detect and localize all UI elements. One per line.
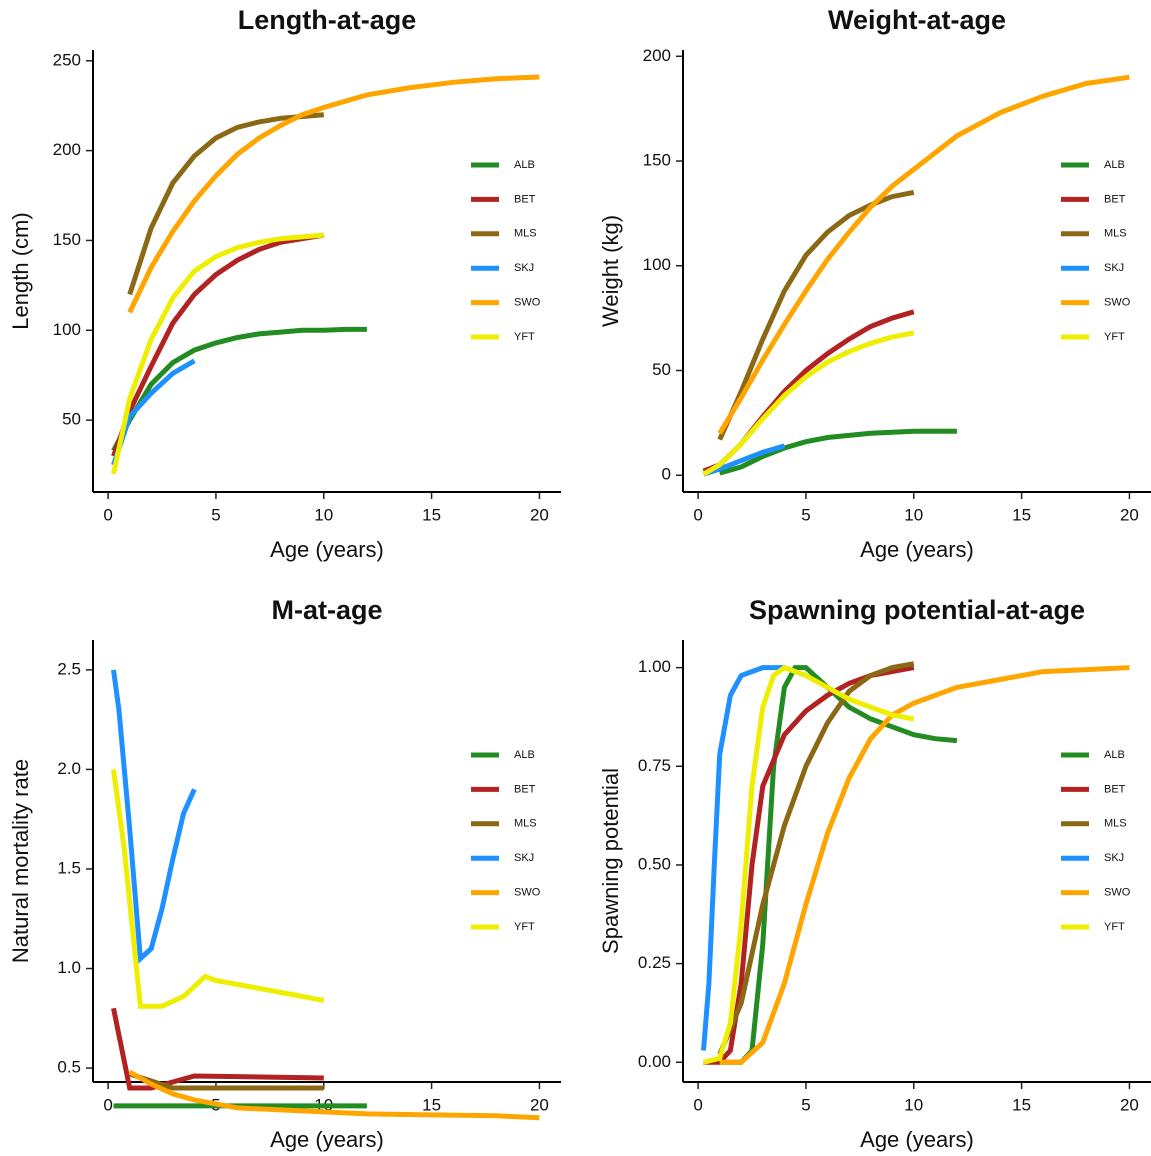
series-line <box>128 1069 540 1121</box>
series-line <box>111 669 197 964</box>
x-tick-label: 0 <box>693 505 702 524</box>
x-tick-label: 10 <box>904 505 923 524</box>
legend-label: MLS <box>1104 228 1127 240</box>
series-line <box>111 232 325 457</box>
y-axis-label: Length (cm) <box>8 212 33 329</box>
series-line <box>701 665 785 1051</box>
x-tick-label: 15 <box>1012 505 1031 524</box>
x-tick-label: 20 <box>1120 505 1139 524</box>
series-line <box>127 74 540 314</box>
series-line <box>128 1071 324 1091</box>
legend-label: BET <box>514 783 536 795</box>
x-axis-label: Age (years) <box>270 537 384 562</box>
y-tick-label: 100 <box>643 255 671 274</box>
x-tick-label: 15 <box>1012 1095 1031 1114</box>
legend-label: SWO <box>514 297 541 309</box>
chart-title: Length-at-age <box>238 5 417 35</box>
legend-label: SKJ <box>1104 852 1124 864</box>
series-line <box>111 232 325 475</box>
legend-label: MLS <box>514 228 537 240</box>
x-axis-label: Age (years) <box>860 1127 974 1152</box>
y-tick-label: 150 <box>643 151 671 170</box>
series-line <box>111 1007 324 1091</box>
x-axis-label: Age (years) <box>860 537 974 562</box>
legend-label: SKJ <box>514 852 534 864</box>
y-tick-label: 2.5 <box>57 659 81 678</box>
series-line <box>717 74 1130 435</box>
y-tick-label: 50 <box>62 410 81 429</box>
chart-title: Weight-at-age <box>828 5 1006 35</box>
series-line <box>111 326 367 452</box>
series-line <box>702 330 915 477</box>
y-tick-label: 0.50 <box>638 854 671 873</box>
legend-label: YFT <box>514 331 535 343</box>
legend-label: SKJ <box>1104 262 1124 274</box>
y-tick-label: 1.0 <box>57 958 81 977</box>
legend-label: ALB <box>1104 159 1125 171</box>
y-tick-label: 0 <box>662 465 671 484</box>
x-tick-label: 5 <box>801 1095 810 1114</box>
series-line <box>111 769 325 1009</box>
chart-title: Spawning potential-at-age <box>749 595 1085 625</box>
x-axis-label: Age (years) <box>270 1127 384 1152</box>
series-line <box>717 189 915 441</box>
y-tick-label: 100 <box>53 320 81 339</box>
y-tick-label: 250 <box>53 50 81 69</box>
legend-label: ALB <box>514 749 535 761</box>
y-tick-label: 200 <box>643 46 671 65</box>
legend-label: MLS <box>1104 818 1127 830</box>
legend-label: BET <box>1104 783 1126 795</box>
y-axis-label: Natural mortality rate <box>8 759 33 963</box>
x-tick-label: 10 <box>314 505 333 524</box>
legend-label: MLS <box>514 818 537 830</box>
x-tick-label: 5 <box>211 505 220 524</box>
y-tick-label: 50 <box>652 360 671 379</box>
legend-label: SWO <box>1104 297 1131 309</box>
x-tick-label: 15 <box>422 1095 441 1114</box>
legend-label: SKJ <box>514 262 534 274</box>
y-tick-label: 1.5 <box>57 858 81 877</box>
y-axis-label: Spawning potential <box>598 768 623 954</box>
x-tick-label: 20 <box>530 505 549 524</box>
series-line <box>702 664 915 1065</box>
y-tick-label: 0.5 <box>57 1058 81 1077</box>
y-tick-label: 200 <box>53 140 81 159</box>
legend-label: YFT <box>1104 331 1125 343</box>
x-tick-label: 10 <box>904 1095 923 1114</box>
y-tick-label: 1.00 <box>638 657 671 676</box>
series-line <box>719 665 1130 1065</box>
x-tick-label: 20 <box>530 1095 549 1114</box>
x-tick-label: 20 <box>1120 1095 1139 1114</box>
legend-label: BET <box>1104 193 1126 205</box>
x-tick-label: 5 <box>801 505 810 524</box>
y-tick-label: 0.00 <box>638 1052 671 1071</box>
series-line <box>719 428 957 476</box>
legend-label: ALB <box>514 159 535 171</box>
x-tick-label: 15 <box>422 505 441 524</box>
y-tick-label: 2.0 <box>57 759 81 778</box>
legend-label: BET <box>514 193 536 205</box>
y-tick-label: 150 <box>53 230 81 249</box>
y-tick-label: 0.75 <box>638 756 671 775</box>
legend-label: ALB <box>1104 749 1125 761</box>
legend-label: YFT <box>1104 921 1125 933</box>
series-line <box>717 661 915 1056</box>
y-axis-label: Weight (kg) <box>598 215 623 327</box>
x-tick-label: 0 <box>103 505 112 524</box>
x-tick-label: 0 <box>693 1095 702 1114</box>
legend-label: SWO <box>514 887 541 899</box>
y-tick-label: 0.25 <box>638 953 671 972</box>
series-line <box>719 665 958 1065</box>
legend-label: YFT <box>514 921 535 933</box>
chart-title: M-at-age <box>271 595 382 625</box>
x-tick-label: 0 <box>103 1095 112 1114</box>
legend-label: SWO <box>1104 887 1131 899</box>
